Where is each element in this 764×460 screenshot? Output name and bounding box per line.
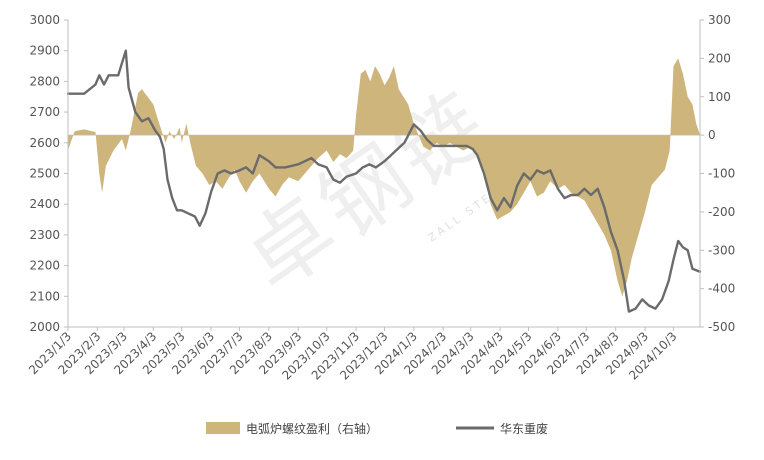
y2-tick-label: 100 xyxy=(708,90,731,104)
legend-label-line: 华东重废 xyxy=(500,421,548,436)
y-tick-label: 2900 xyxy=(29,44,60,58)
y2-tick-label: -500 xyxy=(708,320,735,334)
y-tick-label: 2500 xyxy=(29,167,60,181)
legend-swatch-area xyxy=(206,422,240,434)
y-tick-label: 2800 xyxy=(29,74,60,88)
y2-tick-label: -200 xyxy=(708,205,735,219)
area-series xyxy=(68,58,700,297)
y2-tick-label: -400 xyxy=(708,282,735,296)
y2-tick-label: 300 xyxy=(708,13,731,27)
y2-tick-label: 200 xyxy=(708,51,731,65)
line-series xyxy=(66,49,702,313)
y-tick-label: 2100 xyxy=(29,289,60,303)
y-tick-label: 2700 xyxy=(29,105,60,119)
y-tick-label: 2200 xyxy=(29,259,60,273)
y2-tick-label: -300 xyxy=(708,243,735,257)
y-tick-label: 2400 xyxy=(29,197,60,211)
y-tick-label: 2000 xyxy=(29,320,60,334)
y2-tick-label: -100 xyxy=(708,167,735,181)
y-tick-label: 2600 xyxy=(29,136,60,150)
y2-tick-label: 0 xyxy=(708,128,716,142)
y-tick-label: 3000 xyxy=(29,13,60,27)
legend-label-area: 电弧炉螺纹盈利（右轴） xyxy=(246,421,378,436)
area-series-layer xyxy=(68,58,700,297)
line-series-layer xyxy=(66,49,702,313)
y-tick-label: 2300 xyxy=(29,228,60,242)
legend: 电弧炉螺纹盈利（右轴） 华东重废 xyxy=(206,421,548,436)
